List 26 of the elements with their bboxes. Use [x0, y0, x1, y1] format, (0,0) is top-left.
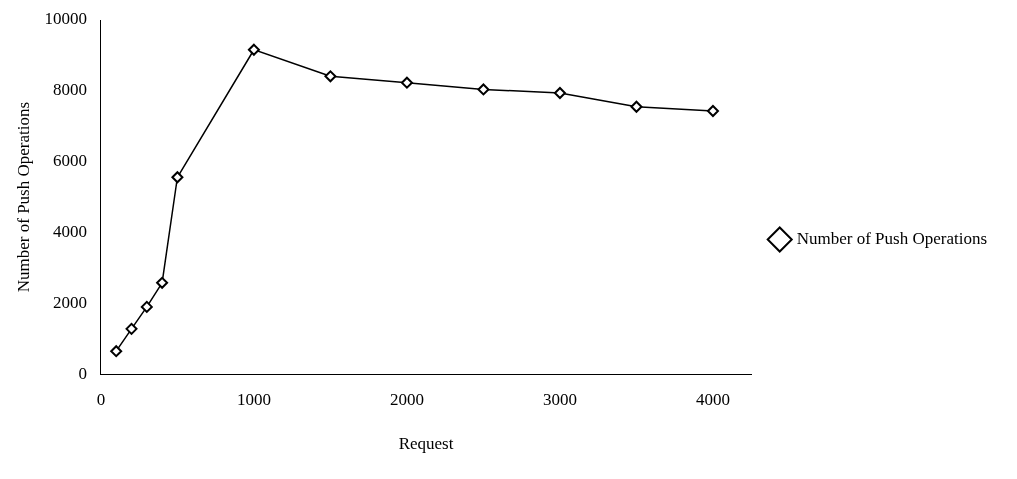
x-tick-label: 3000	[542, 389, 577, 409]
y-tick-label: 8000	[52, 80, 87, 100]
point	[324, 70, 337, 83]
legend-label: Number of Push Operations	[796, 228, 987, 248]
x-tick-label: 1000	[236, 389, 271, 409]
y-axis-title: Number of Push Operations	[13, 101, 33, 293]
point	[400, 76, 413, 89]
point	[125, 322, 138, 335]
y-tick-label: 10000	[44, 9, 87, 29]
point	[140, 300, 153, 313]
point	[477, 83, 490, 96]
point	[156, 276, 169, 289]
x-tick-label: 4000	[695, 389, 730, 409]
y-tick-label: 4000	[52, 221, 87, 241]
x-tick-label: 2000	[389, 389, 424, 409]
x-tick-label: 0	[96, 389, 106, 409]
y-tick-label: 0	[78, 363, 87, 383]
point	[630, 100, 643, 113]
y-tick-label: 6000	[52, 151, 87, 171]
y-tick-label: 2000	[52, 292, 87, 312]
point	[706, 105, 719, 118]
point	[171, 171, 184, 184]
point	[553, 86, 566, 99]
point	[247, 43, 260, 56]
x-axis-title: Request	[398, 434, 454, 454]
point	[110, 345, 123, 358]
